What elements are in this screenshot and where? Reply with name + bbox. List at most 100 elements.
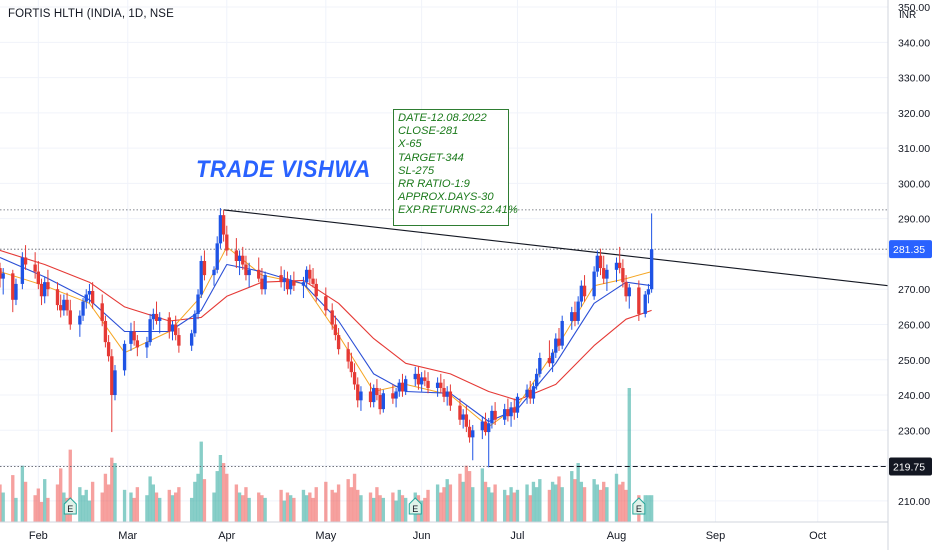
candle-body xyxy=(100,303,104,321)
candle-body xyxy=(576,301,580,321)
candle-body xyxy=(113,370,117,396)
candle-body xyxy=(435,382,440,388)
x-tick-label: Feb xyxy=(29,530,48,542)
candle-body xyxy=(308,269,312,279)
volume-bar xyxy=(81,495,85,522)
volume-bar xyxy=(547,489,552,522)
volume-bar xyxy=(595,484,600,522)
candle-body xyxy=(419,377,424,385)
volume-bar xyxy=(426,489,430,522)
volume-bar xyxy=(1,492,5,522)
candle-body xyxy=(330,310,334,325)
candle-body xyxy=(36,271,41,284)
note-line-x: X-65 xyxy=(398,138,422,151)
volume-bar xyxy=(59,468,63,522)
volume-bar xyxy=(84,489,88,522)
candle-body xyxy=(43,282,47,297)
earnings-marker-icon[interactable]: E xyxy=(632,497,646,515)
earnings-marker-shape xyxy=(408,497,422,515)
candle-body xyxy=(23,257,28,265)
volume-bar xyxy=(215,471,219,522)
volume-bar xyxy=(602,481,606,522)
volume-bar xyxy=(311,497,315,522)
candle-body xyxy=(311,278,315,284)
volume-bar xyxy=(391,492,395,522)
candle-body xyxy=(106,342,111,357)
volume-bar xyxy=(490,492,494,522)
candle-body xyxy=(352,372,357,385)
candle-body xyxy=(260,278,264,290)
volume-bar xyxy=(282,500,286,522)
y-tick-label: 330.00 xyxy=(898,73,930,85)
candle-body xyxy=(480,421,485,431)
current-price-tag xyxy=(889,240,932,259)
volume-bar xyxy=(624,489,628,522)
candle-body xyxy=(14,283,18,300)
volume-bar xyxy=(225,473,229,522)
volume-bar xyxy=(43,479,47,522)
candle-body xyxy=(122,343,127,371)
volume-bar xyxy=(352,473,357,522)
candle-body xyxy=(503,409,507,420)
volume-bar xyxy=(493,484,497,522)
candle-body xyxy=(464,414,469,427)
volume-bar xyxy=(461,481,465,522)
x-tick-label: Sep xyxy=(706,530,726,542)
candle-body xyxy=(1,273,5,279)
note-line-close: CLOSE-281 xyxy=(398,125,459,138)
note-line-sl: SL-275 xyxy=(398,164,435,177)
candle-body xyxy=(202,261,207,276)
note-line-target: TARGET-344 xyxy=(398,151,464,164)
volume-bar xyxy=(308,492,312,522)
current-price-text: 281.35 xyxy=(893,244,925,256)
volume-bar xyxy=(90,481,95,522)
y-tick-label: 210.00 xyxy=(898,496,930,508)
volume-bar xyxy=(509,487,513,522)
candle-body xyxy=(378,395,382,410)
candle-body xyxy=(225,234,229,251)
volume-bar xyxy=(221,463,226,522)
volume-bar xyxy=(423,497,427,522)
trade-setup-note[interactable]: DATE-12.08.2022 CLOSE-281 X-65 TARGET-34… xyxy=(393,109,518,226)
resistance-trendline[interactable] xyxy=(223,209,889,287)
candle-body xyxy=(550,352,555,364)
volume-bar xyxy=(397,489,401,522)
candle-body xyxy=(263,275,267,290)
candle-body xyxy=(547,357,552,364)
volume-bar xyxy=(592,479,596,522)
volume-bar xyxy=(122,489,127,522)
candle-body xyxy=(324,296,328,311)
volume-bar xyxy=(554,484,558,522)
candle-body xyxy=(81,301,85,316)
y-tick-label: 230.00 xyxy=(898,425,930,437)
candle-body xyxy=(403,379,408,392)
volume-bar xyxy=(151,484,156,522)
earnings-marker-icon[interactable]: E xyxy=(63,497,77,515)
x-tick-label: Jul xyxy=(510,530,524,542)
volume-bar xyxy=(649,495,654,522)
volume-bar xyxy=(349,487,354,522)
volume-bar xyxy=(234,484,239,522)
volume-bar xyxy=(512,492,516,522)
low-price-text: 219.75 xyxy=(893,461,925,473)
candle-body xyxy=(247,269,251,276)
candle-body xyxy=(148,319,152,343)
candle-body xyxy=(372,387,376,403)
volume-bar xyxy=(129,492,133,522)
volume-bar xyxy=(503,489,507,522)
volume-bar xyxy=(196,473,200,522)
volume-bar xyxy=(506,495,510,522)
candle-body xyxy=(579,285,584,302)
volume-bar xyxy=(0,484,2,522)
volume-bar xyxy=(381,497,385,522)
volume-bar xyxy=(646,495,651,522)
candle-body xyxy=(534,373,539,387)
volume-bar xyxy=(237,492,242,522)
earnings-marker-icon[interactable]: E xyxy=(408,497,422,515)
candle-body xyxy=(333,324,338,336)
candle-body xyxy=(0,268,2,279)
volume-bar xyxy=(68,449,72,522)
volume-bar xyxy=(244,487,248,522)
volume-bar xyxy=(333,492,338,522)
